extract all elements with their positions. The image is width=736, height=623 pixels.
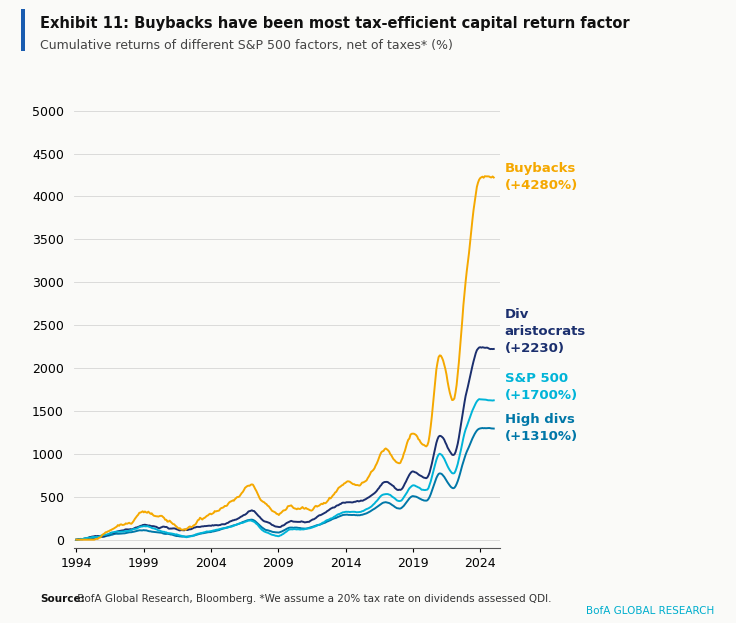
Text: Exhibit 11: Buybacks have been most tax-efficient capital return factor: Exhibit 11: Buybacks have been most tax-… — [40, 16, 630, 31]
Text: BofA Global Research, Bloomberg. *We assume a 20% tax rate on dividends assessed: BofA Global Research, Bloomberg. *We ass… — [74, 594, 551, 604]
Text: BofA GLOBAL RESEARCH: BofA GLOBAL RESEARCH — [586, 606, 714, 616]
Text: S&P 500
(+1700%): S&P 500 (+1700%) — [504, 373, 578, 402]
Text: High divs
(+1310%): High divs (+1310%) — [504, 412, 578, 443]
Text: Source:: Source: — [40, 594, 85, 604]
Text: Cumulative returns of different S&P 500 factors, net of taxes* (%): Cumulative returns of different S&P 500 … — [40, 39, 453, 52]
Text: Buybacks
(+4280%): Buybacks (+4280%) — [504, 162, 578, 192]
Text: Div
aristocrats
(+2230): Div aristocrats (+2230) — [504, 308, 586, 355]
